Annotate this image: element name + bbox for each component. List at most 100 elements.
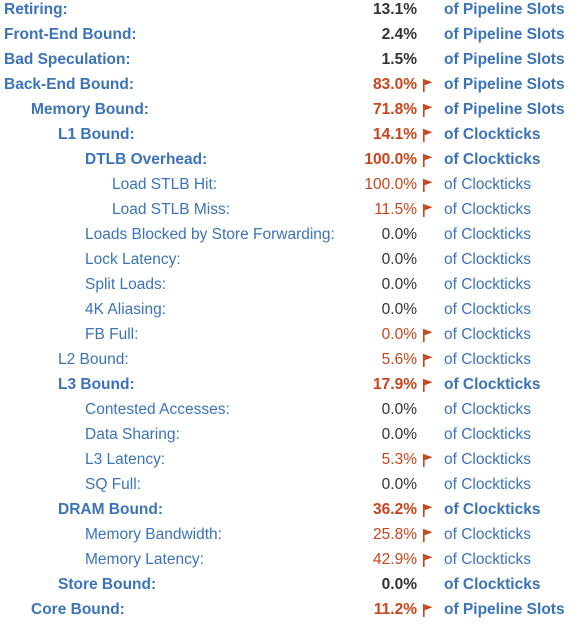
metric-name-link[interactable]: FB Full:: [85, 326, 139, 343]
flag-icon: [423, 354, 433, 367]
metric-name-link[interactable]: DTLB Overhead:: [85, 151, 208, 168]
metric-row: Memory Bandwidth: 25.8% of Clockticks: [0, 525, 582, 550]
metric-name-link[interactable]: 4K Aliasing:: [85, 301, 166, 318]
metric-row: L2 Bound: 5.6% of Clockticks: [0, 350, 582, 375]
metric-value: 17.9%: [373, 376, 417, 393]
metric-unit-link[interactable]: of Clockticks: [444, 376, 541, 393]
metric-row: Bad Speculation: 1.5% of Pipeline Slots: [0, 50, 582, 75]
metric-name-link[interactable]: Load STLB Hit:: [112, 176, 218, 193]
metric-name-link[interactable]: Data Sharing:: [85, 426, 180, 443]
metric-unit-link[interactable]: of Pipeline Slots: [444, 76, 565, 93]
metric-row: Load STLB Miss: 11.5% of Clockticks: [0, 200, 582, 225]
metric-value: 0.0%: [381, 276, 417, 293]
metric-value: 0.0%: [381, 476, 417, 493]
metric-value: 5.6%: [381, 351, 417, 368]
flag-icon: [423, 504, 433, 517]
metric-value: 25.8%: [373, 526, 417, 543]
metric-unit-link[interactable]: of Clockticks: [444, 151, 541, 168]
metric-unit-link[interactable]: of Pipeline Slots: [444, 1, 565, 18]
metric-name-link[interactable]: L3 Latency:: [85, 451, 166, 468]
metric-value: 2.4%: [381, 26, 417, 43]
metric-row: Core Bound: 11.2% of Pipeline Slots: [0, 600, 582, 625]
flag-icon: [423, 454, 433, 467]
metric-row: Memory Latency: 42.9% of Clockticks: [0, 550, 582, 575]
metric-name-link[interactable]: Contested Accesses:: [85, 401, 230, 418]
metric-row: Data Sharing: 0.0% of Clockticks: [0, 425, 582, 450]
metric-name-link[interactable]: Store Bound:: [58, 576, 157, 593]
metric-row: DRAM Bound: 36.2% of Clockticks: [0, 500, 582, 525]
metric-unit-link[interactable]: of Clockticks: [444, 476, 531, 493]
metric-name-link[interactable]: Memory Latency:: [85, 551, 204, 568]
flag-icon: [423, 104, 433, 117]
flag-icon: [423, 529, 433, 542]
metric-name-link[interactable]: L2 Bound:: [58, 351, 129, 368]
metric-value: 100.0%: [364, 176, 417, 193]
metric-unit-link[interactable]: of Pipeline Slots: [444, 101, 565, 118]
metric-unit-link[interactable]: of Clockticks: [444, 401, 531, 418]
metric-name-link[interactable]: Split Loads:: [85, 276, 166, 293]
metric-row: Back-End Bound: 83.0% of Pipeline Slots: [0, 75, 582, 100]
metric-name-link[interactable]: Back-End Bound:: [4, 76, 135, 93]
metric-value: 0.0%: [381, 251, 417, 268]
metric-value: 11.5%: [374, 201, 417, 218]
metric-row: DTLB Overhead: 100.0% of Clockticks: [0, 150, 582, 175]
metric-name-link[interactable]: Memory Bound:: [31, 101, 149, 118]
metric-name-link[interactable]: Bad Speculation:: [4, 51, 131, 68]
metric-value: 36.2%: [373, 501, 417, 518]
metric-unit-link[interactable]: of Pipeline Slots: [444, 26, 565, 43]
metric-row: Store Bound: 0.0% of Clockticks: [0, 575, 582, 600]
metric-unit-link[interactable]: of Clockticks: [444, 426, 531, 443]
flag-icon: [423, 554, 433, 567]
metric-unit-link[interactable]: of Clockticks: [444, 451, 531, 468]
metric-unit-link[interactable]: of Pipeline Slots: [444, 51, 565, 68]
metric-name-link[interactable]: L3 Bound:: [58, 376, 135, 393]
metric-unit-link[interactable]: of Clockticks: [444, 276, 531, 293]
metric-row: L1 Bound: 14.1% of Clockticks: [0, 125, 582, 150]
metric-row: Front-End Bound: 2.4% of Pipeline Slots: [0, 25, 582, 50]
flag-icon: [423, 329, 433, 342]
metric-value: 42.9%: [373, 551, 417, 568]
metric-value: 5.3%: [381, 451, 417, 468]
metric-unit-link[interactable]: of Clockticks: [444, 176, 531, 193]
metric-name-link[interactable]: Load STLB Miss:: [112, 201, 231, 218]
metric-value: 0.0%: [381, 301, 417, 318]
metric-value: 0.0%: [381, 401, 417, 418]
metric-name-link[interactable]: DRAM Bound:: [58, 501, 164, 518]
metric-value: 100.0%: [364, 151, 417, 168]
metric-value: 0.0%: [381, 226, 417, 243]
metric-row: Loads Blocked by Store Forwarding: 0.0% …: [0, 225, 582, 250]
metric-unit-link[interactable]: of Clockticks: [444, 226, 531, 243]
metric-unit-link[interactable]: of Clockticks: [444, 126, 541, 143]
metric-unit-link[interactable]: of Clockticks: [444, 326, 531, 343]
metric-unit-link[interactable]: of Clockticks: [444, 251, 531, 268]
metric-unit-link[interactable]: of Clockticks: [444, 351, 531, 368]
metric-name-link[interactable]: Retiring:: [4, 1, 68, 18]
metric-row: 4K Aliasing: 0.0% of Clockticks: [0, 300, 582, 325]
metric-row: Contested Accesses: 0.0% of Clockticks: [0, 400, 582, 425]
metric-value: 0.0%: [381, 426, 417, 443]
metric-name-link[interactable]: Memory Bandwidth:: [85, 526, 222, 543]
metric-row: L3 Latency: 5.3% of Clockticks: [0, 450, 582, 475]
metric-unit-link[interactable]: of Clockticks: [444, 201, 531, 218]
metric-name-link[interactable]: Front-End Bound:: [4, 26, 137, 43]
metric-name-link[interactable]: SQ Full:: [85, 476, 141, 493]
metric-name-link[interactable]: Loads Blocked by Store Forwarding:: [85, 226, 335, 243]
metric-unit-link[interactable]: of Clockticks: [444, 526, 531, 543]
flag-icon: [423, 204, 433, 217]
metric-row: FB Full: 0.0% of Clockticks: [0, 325, 582, 350]
metric-name-link[interactable]: L1 Bound:: [58, 126, 135, 143]
metric-unit-link[interactable]: of Clockticks: [444, 551, 531, 568]
metric-name-link[interactable]: Core Bound:: [31, 601, 125, 618]
metric-row: Split Loads: 0.0% of Clockticks: [0, 275, 582, 300]
metric-value: 71.8%: [373, 101, 417, 118]
metric-row: SQ Full: 0.0% of Clockticks: [0, 475, 582, 500]
metric-unit-link[interactable]: of Pipeline Slots: [444, 601, 565, 618]
flag-icon: [423, 604, 433, 617]
metric-name-link[interactable]: Lock Latency:: [85, 251, 181, 268]
metric-value: 1.5%: [381, 51, 417, 68]
metric-value: 13.1%: [373, 1, 417, 18]
metric-unit-link[interactable]: of Clockticks: [444, 501, 541, 518]
metric-unit-link[interactable]: of Clockticks: [444, 576, 541, 593]
metric-unit-link[interactable]: of Clockticks: [444, 301, 531, 318]
flag-icon: [423, 179, 433, 192]
